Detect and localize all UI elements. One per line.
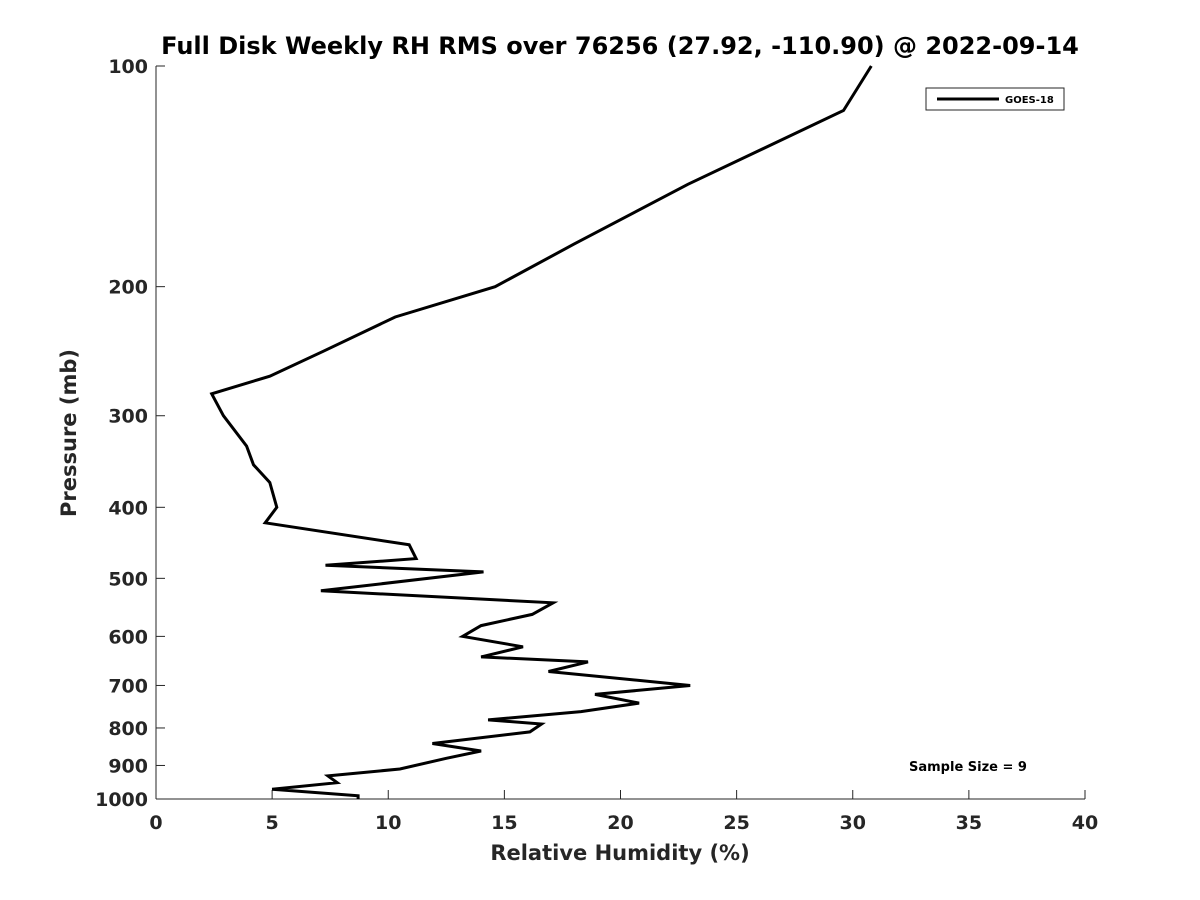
axes (155, 66, 1085, 800)
y-tick-label: 400 (108, 497, 148, 519)
legend: GOES-18 (925, 87, 1065, 111)
x-tick-label: 40 (1072, 812, 1098, 834)
x-tick-label: 0 (149, 812, 162, 834)
y-tick-label: 100 (108, 56, 148, 78)
x-tick-label: 10 (375, 812, 401, 834)
x-axis-label: Relative Humidity (%) (490, 841, 749, 865)
series-layer (209, 65, 873, 799)
x-tick-label: 15 (491, 812, 517, 834)
x-tick-label: 25 (723, 812, 749, 834)
y-tick-label: 200 (108, 277, 148, 299)
x-tick-label: 20 (607, 812, 633, 834)
legend-entry-label: GOES-18 (1005, 95, 1054, 106)
series-line-goes-18 (209, 65, 873, 799)
x-ticks: 0 5 10 15 20 25 30 35 40 (149, 790, 1098, 834)
x-tick-label: 30 (840, 812, 866, 834)
y-tick-label: 1000 (95, 789, 148, 811)
y-tick-label: 800 (108, 718, 148, 740)
y-ticks: 100 200 300 400 500 600 700 800 900 1000 (95, 56, 165, 811)
y-tick-label: 500 (108, 568, 148, 590)
x-tick-label: 5 (266, 812, 279, 834)
sample-size-annotation: Sample Size = 9 (909, 760, 1027, 775)
y-tick-label: 300 (108, 406, 148, 428)
x-tick-label: 35 (956, 812, 982, 834)
y-tick-label: 900 (108, 755, 148, 777)
chart-title: Full Disk Weekly RH RMS over 76256 (27.9… (161, 32, 1079, 60)
y-axis-label: Pressure (mb) (57, 349, 81, 517)
y-tick-label: 700 (108, 675, 148, 697)
y-tick-label: 600 (108, 626, 148, 648)
